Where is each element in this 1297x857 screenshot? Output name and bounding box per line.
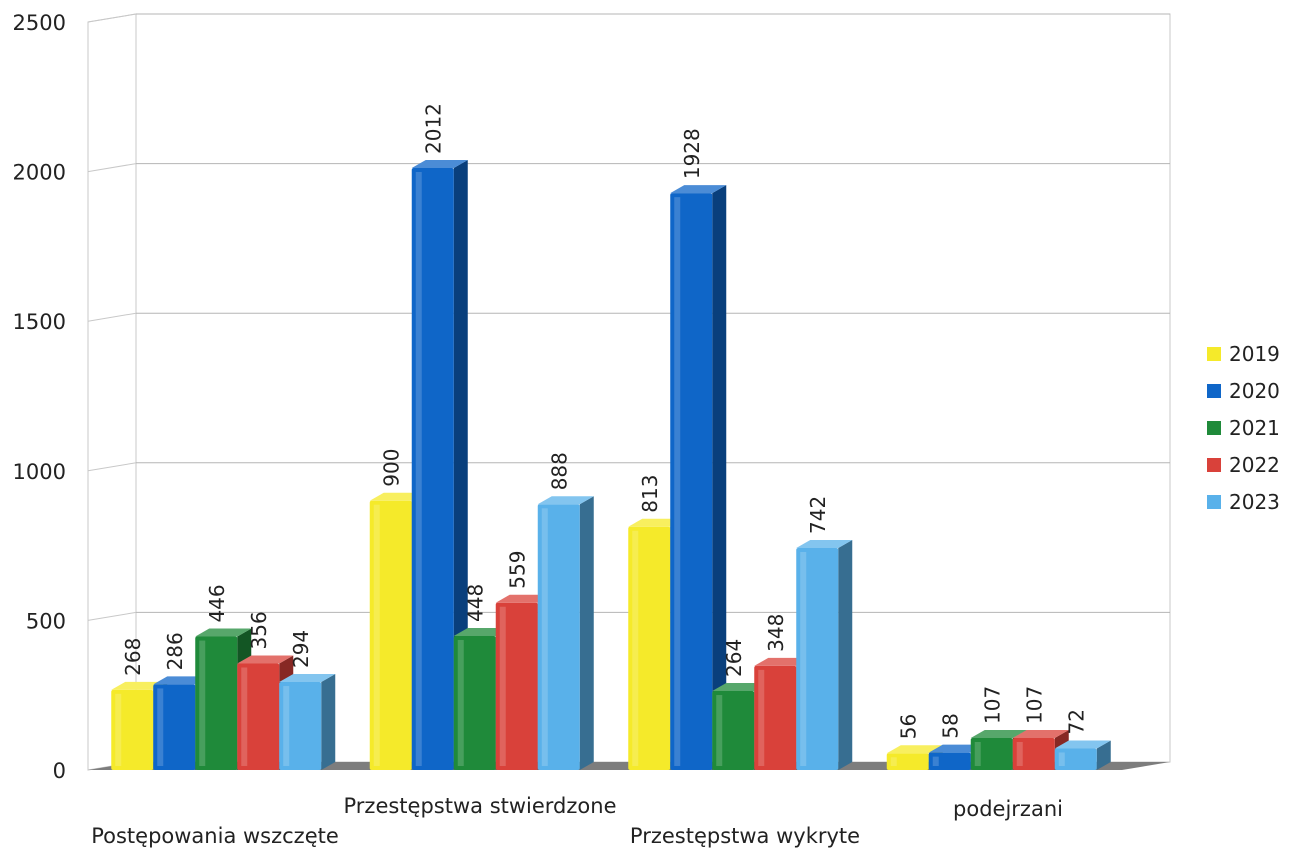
data-label: 1928	[680, 128, 704, 179]
bar-highlight	[975, 742, 981, 766]
data-label: 58	[939, 713, 963, 738]
data-label: 448	[464, 584, 488, 622]
data-label: 446	[205, 584, 229, 622]
legend: 2019 2020 2021 2022 2023	[1207, 342, 1280, 514]
y-tick-label: 2000	[13, 161, 66, 185]
bar-highlight	[241, 667, 247, 766]
bar-highlight	[199, 641, 205, 766]
x-category-label: Przestępstwa wykryte	[630, 824, 860, 848]
data-label: 72	[1065, 709, 1089, 734]
data-label: 286	[163, 632, 187, 670]
legend-swatch	[1207, 384, 1221, 398]
bar-side	[712, 185, 726, 770]
x-category-label: Przestępstwa stwierdzone	[344, 794, 617, 818]
bar-highlight	[891, 757, 897, 766]
bar-highlight	[157, 688, 163, 766]
data-label: 813	[638, 475, 662, 513]
bar-highlight	[1059, 752, 1065, 766]
bar-highlight	[632, 531, 638, 766]
y-tick-label: 500	[26, 609, 66, 633]
y-axis-ticks: 0 500 1000 1500 2000 2500	[13, 11, 66, 783]
y-tick-label: 0	[53, 759, 66, 783]
legend-label: 2021	[1229, 416, 1280, 440]
bar-highlight	[283, 686, 289, 766]
y-tick-label: 1500	[13, 310, 66, 334]
bar-highlight	[674, 197, 680, 766]
legend-swatch	[1207, 458, 1221, 472]
bar-highlight	[758, 670, 764, 766]
bar-highlight	[500, 607, 506, 766]
data-label: 900	[380, 449, 404, 487]
data-label: 559	[506, 551, 530, 589]
bar-highlight	[416, 172, 422, 766]
legend-label: 2022	[1229, 453, 1280, 477]
data-label: 294	[289, 630, 313, 668]
bar	[538, 496, 594, 770]
data-label: 742	[806, 496, 830, 534]
bar-highlight	[458, 640, 464, 766]
data-label: 888	[548, 452, 572, 490]
y-tick-label: 2500	[13, 11, 66, 35]
data-label: 348	[764, 614, 788, 652]
legend-label: 2020	[1229, 379, 1280, 403]
bar	[796, 540, 852, 770]
legend-swatch	[1207, 495, 1221, 509]
data-label: 268	[121, 638, 145, 676]
legend-swatch	[1207, 347, 1221, 361]
data-label: 56	[897, 714, 921, 739]
bar	[1055, 740, 1111, 770]
bar-side	[321, 674, 335, 770]
bar-highlight	[542, 508, 548, 766]
legend-swatch	[1207, 421, 1221, 435]
bar-side	[580, 496, 594, 770]
bar-highlight	[800, 552, 806, 766]
data-label: 107	[1023, 686, 1047, 724]
y-tick-label: 1000	[13, 460, 66, 484]
legend-label: 2023	[1229, 490, 1280, 514]
bar-highlight	[374, 505, 380, 766]
data-label: 264	[722, 639, 746, 677]
data-label: 2012	[422, 103, 446, 154]
data-label: 107	[981, 686, 1005, 724]
bar	[279, 674, 335, 770]
bar-side	[838, 540, 852, 770]
data-label: 356	[247, 611, 271, 649]
bar-highlight	[933, 757, 939, 766]
bar	[670, 185, 726, 770]
bar-highlight	[716, 695, 722, 766]
x-category-label: podejrzani	[953, 797, 1063, 821]
legend-label: 2019	[1229, 342, 1280, 366]
x-category-label: Postępowania wszczęte	[91, 824, 339, 848]
bar-highlight	[1017, 742, 1023, 766]
bar-highlight	[115, 694, 121, 766]
